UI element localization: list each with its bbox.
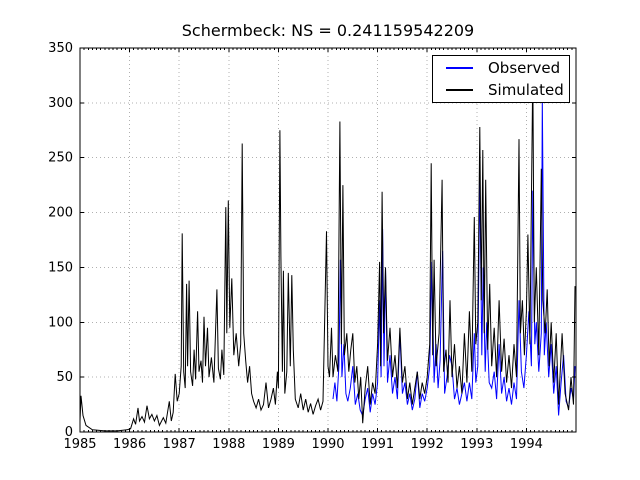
- x-tick-label: 1986: [113, 437, 146, 452]
- y-tick-label: 150: [48, 260, 73, 275]
- y-tick-label: 200: [48, 206, 73, 221]
- chart-title: Schermbeck: NS = 0.241159542209: [181, 21, 475, 40]
- legend-label-simulated: Simulated: [488, 81, 564, 99]
- x-tick-label: 1989: [262, 437, 295, 452]
- legend-item-observed: Observed: [433, 57, 569, 79]
- observed-line-swatch: [446, 67, 473, 69]
- y-tick-label: 100: [48, 315, 73, 330]
- observed-line: [332, 97, 576, 418]
- x-tick-label: 1993: [460, 437, 493, 452]
- simulated-line: [79, 69, 576, 432]
- y-tick-label: 300: [48, 96, 73, 111]
- legend-item-simulated: Simulated: [433, 79, 569, 101]
- y-tick-label: 50: [56, 370, 73, 385]
- y-tick-label: 0: [65, 425, 73, 440]
- x-tick-label: 1985: [63, 437, 96, 452]
- x-tick-label: 1988: [212, 437, 245, 452]
- x-tick-label: 1990: [311, 437, 344, 452]
- y-tick-label: 350: [48, 41, 73, 56]
- x-tick-label: 1991: [361, 437, 394, 452]
- y-tick-label: 250: [48, 151, 73, 166]
- x-tick-label: 1987: [163, 437, 196, 452]
- legend: Observed Simulated: [432, 55, 570, 103]
- x-tick-label: 1992: [411, 437, 444, 452]
- simulated-line-swatch: [446, 89, 473, 91]
- x-tick-label: 1994: [510, 437, 543, 452]
- legend-label-observed: Observed: [488, 59, 561, 77]
